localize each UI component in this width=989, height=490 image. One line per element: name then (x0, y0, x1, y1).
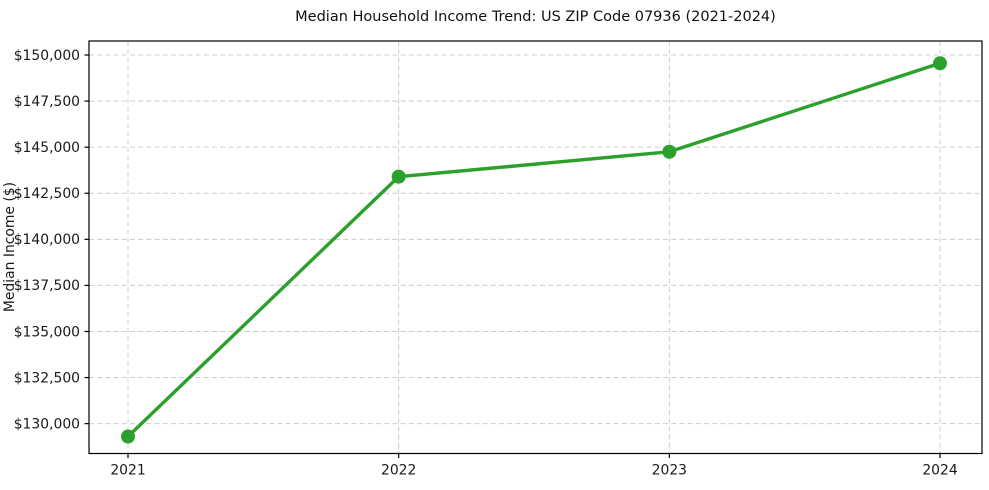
y-tick-label: $142,500 (14, 186, 80, 202)
y-axis-label: Median Income ($) (2, 182, 18, 312)
chart-title: Median Household Income Trend: US ZIP Co… (295, 9, 776, 25)
data-point-marker (121, 429, 135, 444)
y-tick-label: $147,500 (14, 94, 80, 110)
y-tick-label: $135,000 (14, 324, 80, 340)
x-tick-label: 2024 (922, 463, 958, 479)
y-tick-label: $150,000 (14, 48, 80, 64)
axes-layer: $130,000 $132,500 $135,000 $137,500 $140,000… (14, 48, 958, 479)
y-tick-label: $137,500 (14, 278, 80, 294)
data-point-marker (391, 169, 406, 184)
y-tick-label: $140,000 (14, 232, 80, 248)
gridlines-layer (89, 41, 982, 454)
y-tick-label: $130,000 (14, 416, 80, 432)
x-tick-label: 2023 (652, 463, 687, 479)
y-tick-label: $145,000 (14, 140, 80, 156)
data-point-marker (933, 56, 947, 71)
plot-border (88, 40, 983, 455)
trend-line (126, 61, 942, 439)
x-tick-label: 2022 (381, 463, 416, 479)
x-tick-label: 2021 (110, 463, 145, 479)
y-tick-label: $132,500 (14, 370, 80, 386)
data-point-marker (662, 144, 677, 159)
series-layer (121, 56, 947, 444)
